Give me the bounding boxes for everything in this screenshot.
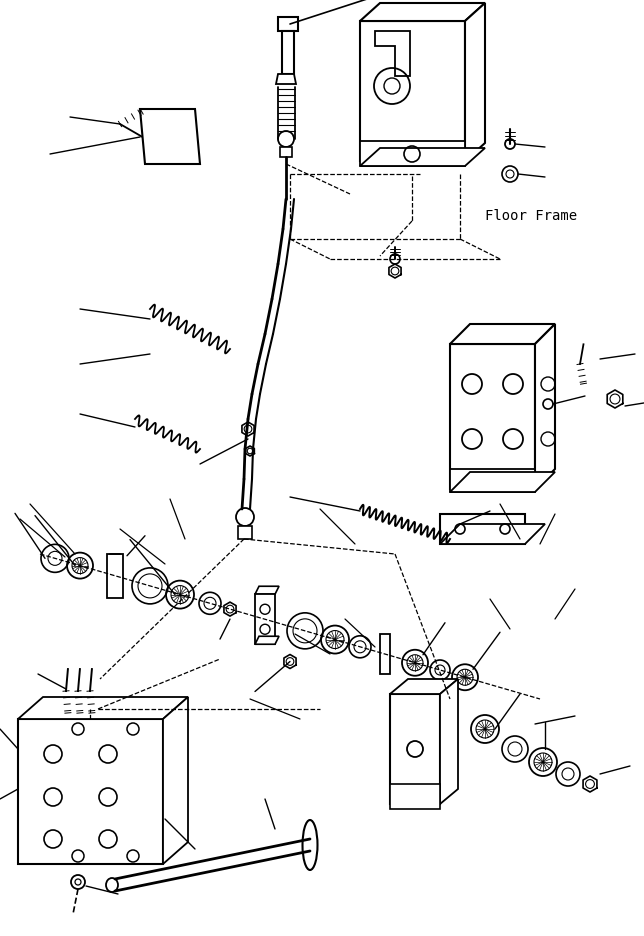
Polygon shape: [375, 32, 410, 77]
Polygon shape: [276, 75, 296, 85]
Polygon shape: [360, 142, 465, 167]
Polygon shape: [450, 325, 555, 344]
Polygon shape: [255, 587, 279, 594]
Polygon shape: [380, 635, 390, 674]
Polygon shape: [390, 680, 458, 695]
Polygon shape: [140, 110, 200, 165]
Polygon shape: [280, 148, 292, 158]
Polygon shape: [238, 526, 252, 539]
Text: Floor Frame: Floor Frame: [485, 209, 577, 223]
Polygon shape: [278, 18, 298, 32]
Polygon shape: [450, 344, 535, 490]
Polygon shape: [107, 554, 123, 598]
Polygon shape: [360, 22, 465, 162]
Polygon shape: [390, 784, 440, 809]
Polygon shape: [282, 32, 294, 75]
Polygon shape: [440, 524, 545, 545]
Polygon shape: [450, 473, 555, 492]
Polygon shape: [440, 515, 525, 545]
Polygon shape: [255, 594, 275, 645]
Polygon shape: [440, 680, 458, 804]
Polygon shape: [360, 4, 485, 22]
Polygon shape: [450, 470, 535, 492]
Polygon shape: [465, 4, 485, 162]
Polygon shape: [255, 636, 279, 645]
Polygon shape: [390, 695, 440, 804]
Polygon shape: [163, 697, 188, 864]
Polygon shape: [18, 719, 163, 864]
Polygon shape: [360, 149, 485, 167]
Polygon shape: [535, 325, 555, 490]
Polygon shape: [18, 697, 188, 719]
